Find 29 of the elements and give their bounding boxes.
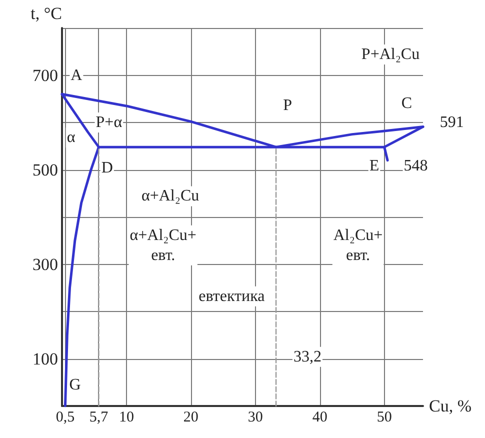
annotation: евтектика xyxy=(198,288,265,305)
annotation: E xyxy=(369,157,380,174)
x-tick-label: 0,5 xyxy=(56,410,75,426)
annotation: 33,2 xyxy=(293,348,322,366)
x-axis-title: Cu, % xyxy=(429,396,472,416)
text: 591 xyxy=(440,114,464,131)
annotation: 548 xyxy=(404,157,428,174)
y-axis-title: t, °C xyxy=(30,4,62,23)
y-tick-label: 700 xyxy=(32,66,58,85)
annotation: P+Al₂Cu xyxy=(361,46,420,63)
x-tick-label: 40 xyxy=(312,410,328,426)
annotation: P xyxy=(283,96,292,114)
annotation: D xyxy=(101,159,113,176)
annotation: Al₂Cu+ евт. xyxy=(333,226,383,264)
annotation: α+Al₂Cu+ евт. xyxy=(130,226,196,264)
y-tick-label: 300 xyxy=(32,254,58,274)
x-tick-label: 30 xyxy=(248,410,263,426)
x-tick-label: 20 xyxy=(183,410,198,426)
annotation: P+α xyxy=(96,114,123,131)
annotation: A xyxy=(70,66,83,84)
annotation: C xyxy=(401,95,412,112)
annotation: α xyxy=(66,129,76,146)
y-tick-label: 500 xyxy=(32,160,58,180)
annotation: G xyxy=(69,376,82,394)
y-tick-label: 100 xyxy=(32,349,58,368)
x-tick-label: 50 xyxy=(376,410,392,426)
annotation: α+Al₂Cu xyxy=(141,188,200,205)
x-tick-label: 10 xyxy=(118,410,134,426)
x-tick-label: 5,7 xyxy=(89,410,109,426)
